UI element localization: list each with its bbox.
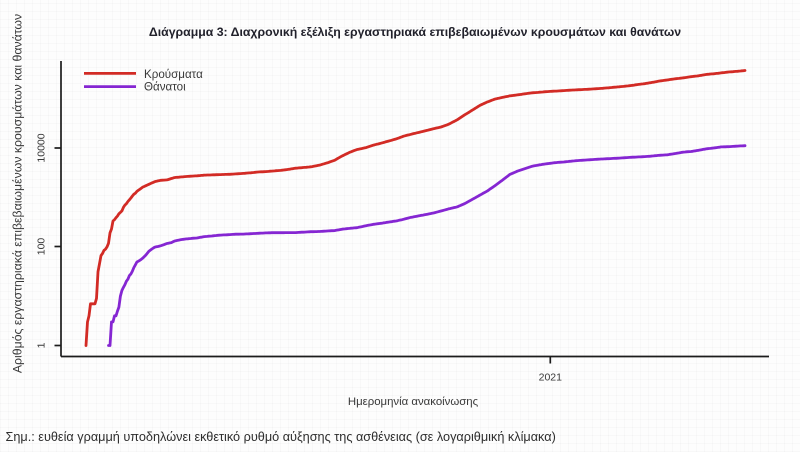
svg-text:2021: 2021 <box>539 372 563 384</box>
svg-text:Θάνατοι: Θάνατοι <box>144 80 186 93</box>
svg-text:Αριθμός εργαστηριακά επιβεβαιω: Αριθμός εργαστηριακά επιβεβαιωμένων κρου… <box>11 14 25 373</box>
svg-text:Ημερομηνία ανακοίνωσης: Ημερομηνία ανακοίνωσης <box>348 396 479 408</box>
svg-text:1: 1 <box>36 342 48 348</box>
svg-text:Κρούσματα: Κρούσματα <box>144 68 203 81</box>
svg-text:Σημ.: ευθεία γραμμή υποδηλώνει: Σημ.: ευθεία γραμμή υποδηλώνει εκθετικό … <box>6 430 556 444</box>
svg-text:100: 100 <box>36 238 48 256</box>
svg-text:Διάγραμμα 3: Διαχρονική εξέλιξ: Διάγραμμα 3: Διαχρονική εξέλιξη εργαστηρ… <box>149 25 681 39</box>
svg-text:10000: 10000 <box>36 133 48 162</box>
